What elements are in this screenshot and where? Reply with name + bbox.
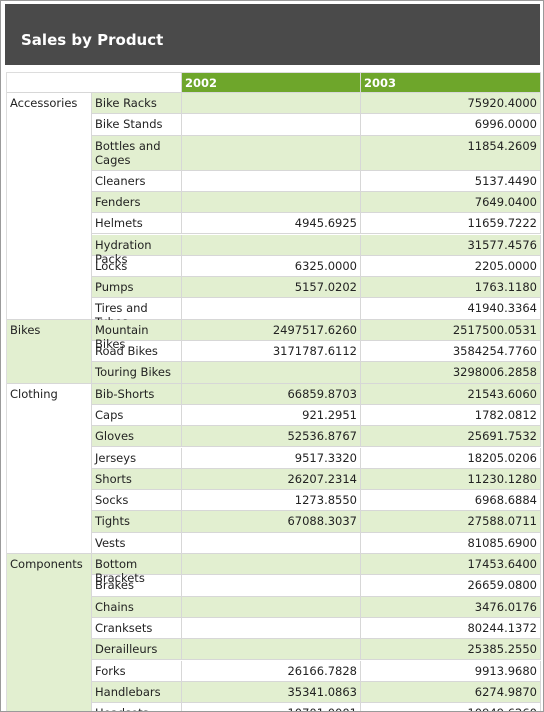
value-2002-cell — [182, 234, 361, 256]
value-2003-cell: 6996.0000 — [361, 114, 541, 136]
product-cell: Bib-Shorts — [92, 383, 182, 405]
value-2003-cell: 11659.7222 — [361, 213, 541, 235]
value-2002-cell — [182, 170, 361, 192]
value-2002-cell — [182, 596, 361, 618]
value-2003-cell: 3298006.2858 — [361, 362, 541, 384]
product-cell: Chains — [92, 596, 182, 618]
value-2002-cell — [182, 617, 361, 640]
column-header-2002: 2002 — [182, 73, 361, 93]
product-cell: Gloves — [92, 426, 182, 448]
value-2003-cell: 6968.6884 — [361, 490, 541, 512]
category-cell: Bikes — [7, 319, 92, 384]
product-cell: Caps — [92, 404, 182, 427]
category-cell: Accessories — [7, 93, 92, 320]
product-cell: Hydration Packs — [92, 234, 182, 266]
product-cell: Cleaners — [92, 170, 182, 192]
value-2002-cell — [182, 575, 361, 597]
value-2003-cell: 7649.0400 — [361, 191, 541, 214]
product-cell: Bottom Brackets — [92, 554, 182, 585]
value-2002-cell — [182, 135, 361, 171]
product-cell: Tires and Tubes — [92, 298, 182, 329]
column-header-2003: 2003 — [361, 73, 541, 93]
value-2002-cell — [182, 639, 361, 661]
product-cell: Road Bikes — [92, 341, 182, 363]
value-2002-cell: 2497517.6260 — [182, 319, 361, 341]
value-2002-cell — [182, 93, 361, 115]
product-cell: Bike Stands — [92, 114, 182, 136]
value-2003-cell: 21543.6060 — [361, 383, 541, 405]
value-2002-cell: 35341.0863 — [182, 681, 361, 704]
value-2003-cell: 10949.6260 — [361, 703, 541, 711]
value-2003-cell: 2205.0000 — [361, 255, 541, 278]
value-2002-cell: 921.2951 — [182, 404, 361, 427]
value-2002-cell: 26207.2314 — [182, 468, 361, 491]
value-2002-cell: 66859.8703 — [182, 383, 361, 405]
value-2002-cell: 6325.0000 — [182, 255, 361, 278]
value-2003-cell: 25691.7532 — [361, 426, 541, 448]
value-2003-cell: 26659.0800 — [361, 575, 541, 597]
value-2003-cell: 81085.6900 — [361, 532, 541, 554]
product-cell: Derailleurs — [92, 639, 182, 661]
value-2003-cell: 18205.0206 — [361, 447, 541, 469]
value-2003-cell: 6274.9870 — [361, 681, 541, 704]
value-2003-cell: 41940.3364 — [361, 298, 541, 320]
value-2003-cell: 5137.4490 — [361, 170, 541, 192]
value-2002-cell — [182, 191, 361, 214]
value-2002-cell: 26166.7828 — [182, 660, 361, 682]
product-cell: Forks — [92, 660, 182, 682]
value-2002-cell: 5157.0202 — [182, 277, 361, 299]
value-2002-cell: 67088.3037 — [182, 511, 361, 533]
report-header: Sales by Product — [5, 4, 540, 65]
product-cell: Mountain Bikes — [92, 319, 182, 351]
product-cell: Fenders — [92, 191, 182, 214]
value-2002-cell: 1273.8550 — [182, 490, 361, 512]
value-2003-cell: 75920.4000 — [361, 93, 541, 115]
value-2002-cell: 9517.3320 — [182, 447, 361, 469]
value-2003-cell: 9913.9680 — [361, 660, 541, 682]
value-2002-cell — [182, 362, 361, 384]
value-2003-cell: 1782.0812 — [361, 404, 541, 427]
value-2002-cell — [182, 298, 361, 320]
product-cell: Handlebars — [92, 681, 182, 704]
value-2002-cell: 52536.8767 — [182, 426, 361, 448]
value-2003-cell: 27588.0711 — [361, 511, 541, 533]
report-title: Sales by Product — [21, 31, 164, 49]
value-2002-cell: 4945.6925 — [182, 213, 361, 235]
product-cell: Shorts — [92, 468, 182, 491]
value-2002-cell — [182, 532, 361, 554]
value-2003-cell: 11230.1280 — [361, 468, 541, 491]
value-2002-cell: 3171787.6112 — [182, 341, 361, 363]
product-cell: Headsets — [92, 703, 182, 711]
value-2002-cell — [182, 114, 361, 136]
product-cell: Tights — [92, 511, 182, 533]
value-2003-cell: 3584254.7760 — [361, 341, 541, 363]
product-cell: Touring Bikes — [92, 362, 182, 384]
product-cell: Bike Racks — [92, 93, 182, 115]
value-2003-cell: 80244.1372 — [361, 617, 541, 640]
value-2003-cell: 1763.1180 — [361, 277, 541, 299]
product-cell: Vests — [92, 532, 182, 554]
product-cell: Brakes — [92, 575, 182, 597]
product-cell: Jerseys — [92, 447, 182, 469]
sales-matrix-table: 2002 2003 Bike Racks 75920.4000 Bike Stands 6… — [6, 72, 541, 711]
product-cell: Cranksets — [92, 617, 182, 640]
value-2002-cell: 10701.0001 — [182, 703, 361, 711]
category-cell: Clothing — [7, 383, 92, 554]
product-cell: Pumps — [92, 277, 182, 299]
value-2003-cell: 11854.2609 — [361, 135, 541, 171]
value-2002-cell — [182, 554, 361, 576]
corner-cell — [7, 73, 182, 93]
value-2003-cell: 31577.4576 — [361, 234, 541, 256]
value-2003-cell: 17453.6400 — [361, 554, 541, 576]
product-cell: Bottles and Cages — [92, 135, 182, 171]
product-cell: Helmets — [92, 213, 182, 235]
value-2003-cell: 25385.2550 — [361, 639, 541, 661]
value-2003-cell: 3476.0176 — [361, 596, 541, 618]
category-cell: Components — [7, 554, 92, 711]
product-cell: Socks — [92, 490, 182, 512]
product-cell: Locks — [92, 255, 182, 278]
value-2003-cell: 2517500.0531 — [361, 319, 541, 341]
